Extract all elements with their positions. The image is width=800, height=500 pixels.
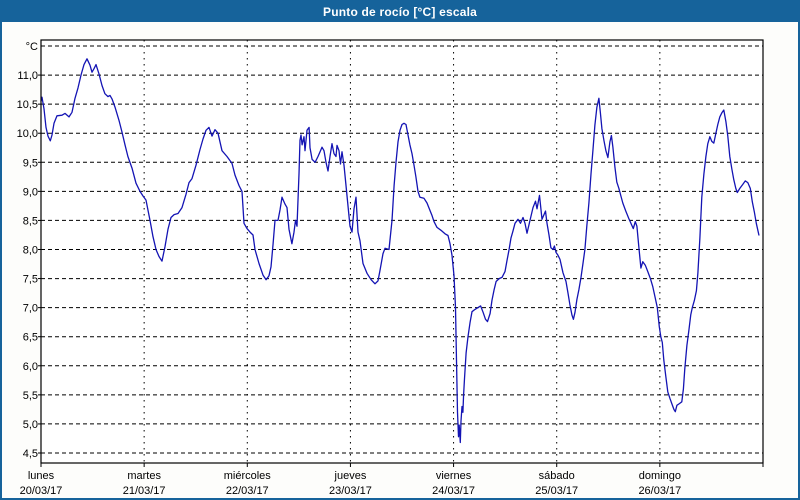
x-day-name: viernes	[436, 470, 472, 482]
chart-title-bar: Punto de rocío [°C] escala	[2, 2, 798, 22]
dewpoint-chart-svg: °C 11,0 10,5 10,0 9,5 9,0 8,5 8,0 7,5 7,0 6,5 6,0 5,…	[17, 39, 764, 497]
y-tick-label: 7,5	[23, 274, 38, 286]
x-axis-labels: lunes 20/03/17 martes 21/03/17 miércoles 22/0…	[20, 470, 682, 497]
x-day-date: 22/03/17	[226, 485, 269, 497]
plot-frame	[40, 39, 764, 464]
h-gridlines	[41, 45, 763, 454]
y-tick-label: 6,5	[23, 332, 38, 344]
x-day-date: 23/03/17	[329, 485, 372, 497]
y-tick-label: 9,0	[23, 186, 38, 198]
x-day-date: 24/03/17	[432, 485, 475, 497]
dewpoint-line	[40, 58, 760, 444]
y-tick-label: 9,5	[23, 157, 38, 169]
x-day-date: 20/03/17	[20, 485, 63, 497]
y-axis-labels: °C 11,0 10,5 10,0 9,5 9,0 8,5 8,0 7,5 7,0 6,5 6,0 5,…	[17, 41, 38, 460]
y-tick-label: 6,0	[23, 361, 38, 373]
y-tick-label: 5,0	[23, 419, 38, 431]
x-axis-ticks	[40, 463, 764, 467]
y-tick-label: 10,5	[17, 99, 38, 111]
y-axis-unit-label: °C	[26, 41, 38, 53]
x-day-name: jueves	[334, 470, 367, 482]
x-day-name: domingo	[639, 470, 681, 482]
x-day-date: 21/03/17	[123, 485, 166, 497]
x-day-date: 26/03/17	[638, 485, 681, 497]
chart-title: Punto de rocío [°C] escala	[322, 5, 478, 19]
y-tick-label: 10,0	[17, 128, 38, 140]
y-tick-label: 7,0	[23, 303, 38, 315]
v-gridlines	[143, 40, 661, 463]
x-day-name: sábado	[539, 470, 575, 482]
chart-area: °C 11,0 10,5 10,0 9,5 9,0 8,5 8,0 7,5 7,0 6,5 6,0 5,…	[2, 22, 798, 498]
plot-background	[41, 40, 763, 463]
x-day-name: lunes	[28, 470, 55, 482]
x-day-name: miércoles	[224, 470, 272, 482]
y-tick-label: 4,5	[23, 448, 38, 460]
y-tick-label: 5,5	[23, 390, 38, 402]
x-day-name: martes	[127, 470, 161, 482]
x-day-date: 25/03/17	[535, 485, 578, 497]
y-tick-label: 11,0	[17, 70, 38, 82]
y-tick-label: 8,0	[23, 245, 38, 257]
y-tick-label: 8,5	[23, 215, 38, 227]
